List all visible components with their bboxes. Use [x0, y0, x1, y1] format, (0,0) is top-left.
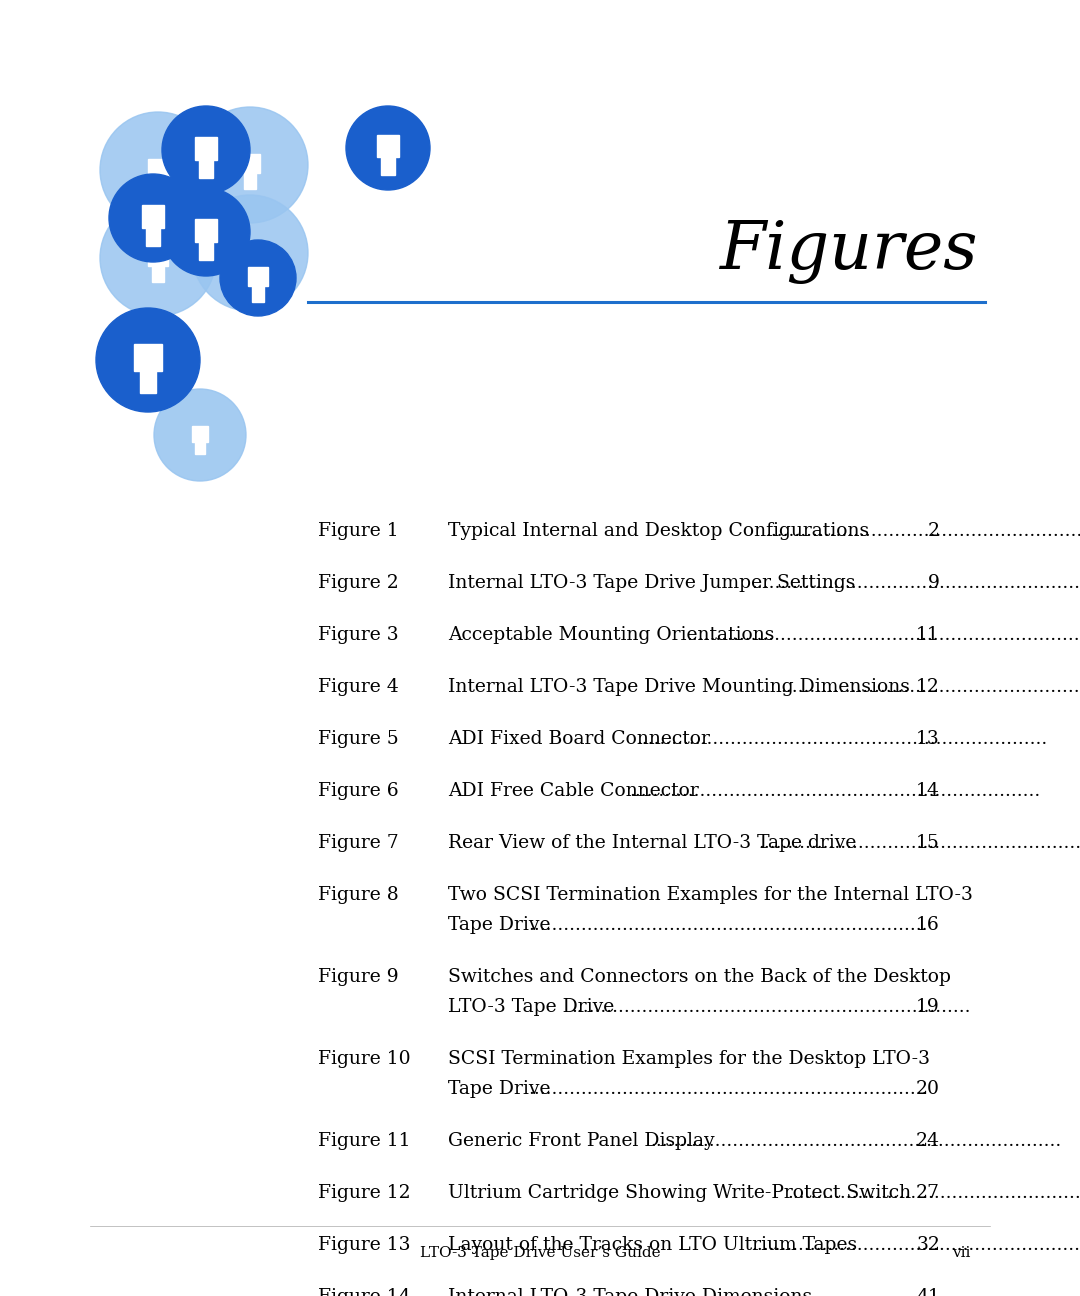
Text: Two SCSI Termination Examples for the Internal LTO-3: Two SCSI Termination Examples for the In…: [448, 886, 973, 905]
Text: Acceptable Mounting Orientations: Acceptable Mounting Orientations: [448, 626, 774, 644]
Text: Figure 7: Figure 7: [318, 835, 399, 851]
Text: 16: 16: [916, 916, 940, 934]
Bar: [252, 286, 265, 302]
Bar: [240, 241, 260, 262]
Circle shape: [192, 108, 308, 223]
Bar: [152, 266, 164, 283]
Text: ......................................................................: ........................................…: [715, 1288, 1080, 1296]
Circle shape: [162, 106, 249, 194]
Text: Generic Front Panel Display: Generic Front Panel Display: [448, 1131, 715, 1150]
Bar: [194, 137, 217, 159]
Text: Rear View of the Internal LTO-3 Tape drive: Rear View of the Internal LTO-3 Tape dri…: [448, 835, 856, 851]
Text: Tape Drive: Tape Drive: [448, 1080, 551, 1098]
Text: 41: 41: [916, 1288, 940, 1296]
Text: ......................................................................: ........................................…: [636, 730, 1048, 748]
Bar: [135, 345, 162, 372]
Bar: [192, 426, 207, 442]
Text: ....................................................................: ........................................…: [528, 916, 928, 934]
Circle shape: [220, 240, 296, 316]
Circle shape: [162, 188, 249, 276]
Text: ......................................................................: ........................................…: [758, 835, 1080, 851]
Text: 9: 9: [928, 574, 940, 592]
Text: Tape Drive: Tape Drive: [448, 916, 551, 934]
Text: ....................................................................: ........................................…: [528, 1080, 928, 1098]
Text: Figure 3: Figure 3: [318, 626, 399, 644]
Text: 19: 19: [916, 998, 940, 1016]
Text: ADI Free Cable Connector: ADI Free Cable Connector: [448, 781, 699, 800]
Text: Ultrium Cartridge Showing Write-Protect Switch: Ultrium Cartridge Showing Write-Protect …: [448, 1185, 912, 1201]
Text: Figure 8: Figure 8: [318, 886, 399, 905]
Bar: [141, 205, 164, 228]
Bar: [248, 267, 268, 286]
Circle shape: [100, 111, 216, 228]
Circle shape: [346, 106, 430, 191]
Text: Figure 6: Figure 6: [318, 781, 399, 800]
Circle shape: [109, 174, 197, 262]
Text: Figure 5: Figure 5: [318, 730, 399, 748]
Text: Internal LTO-3 Tape Drive Jumper Settings: Internal LTO-3 Tape Drive Jumper Setting…: [448, 574, 855, 592]
Text: ......................................................................: ........................................…: [650, 1131, 1062, 1150]
Text: LTO-3 Tape Drive: LTO-3 Tape Drive: [448, 998, 615, 1016]
Circle shape: [192, 194, 308, 311]
Text: Figure 12: Figure 12: [318, 1185, 410, 1201]
Text: 2: 2: [928, 522, 940, 540]
Circle shape: [96, 308, 200, 412]
Bar: [199, 241, 213, 260]
Text: 20: 20: [916, 1080, 940, 1098]
Text: 24: 24: [916, 1131, 940, 1150]
Text: ......................................................................: ........................................…: [766, 522, 1080, 540]
Text: Internal LTO-3 Tape Drive Dimensions: Internal LTO-3 Tape Drive Dimensions: [448, 1288, 812, 1296]
Text: Typical Internal and Desktop Configurations: Typical Internal and Desktop Configurati…: [448, 522, 869, 540]
Text: ADI Fixed Board Connector: ADI Fixed Board Connector: [448, 730, 710, 748]
Text: Figure 1: Figure 1: [318, 522, 399, 540]
Text: 12: 12: [916, 678, 940, 696]
Bar: [381, 157, 394, 175]
Text: Figure 9: Figure 9: [318, 968, 399, 986]
Text: vii: vii: [951, 1245, 970, 1260]
Circle shape: [100, 200, 216, 316]
Bar: [146, 228, 160, 246]
Bar: [240, 154, 260, 174]
Text: ....................................................................: ........................................…: [571, 998, 971, 1016]
Text: ......................................................................: ........................................…: [752, 1236, 1080, 1255]
Text: ......................................................................: ........................................…: [629, 781, 1040, 800]
Text: ......................................................................: ........................................…: [780, 678, 1080, 696]
Text: Switches and Connectors on the Back of the Desktop: Switches and Connectors on the Back of t…: [448, 968, 951, 986]
Text: 32: 32: [916, 1236, 940, 1255]
Text: ......................................................................: ........................................…: [752, 574, 1080, 592]
Text: 27: 27: [916, 1185, 940, 1201]
Text: Figure 14: Figure 14: [318, 1288, 410, 1296]
Bar: [244, 262, 256, 277]
Bar: [152, 179, 164, 194]
Bar: [148, 246, 167, 266]
Text: 13: 13: [916, 730, 940, 748]
Text: 15: 15: [916, 835, 940, 851]
Text: Figure 11: Figure 11: [318, 1131, 410, 1150]
Text: Figure 10: Figure 10: [318, 1050, 410, 1068]
Text: 11: 11: [916, 626, 940, 644]
Text: ......................................................................: ........................................…: [687, 626, 1080, 644]
Bar: [244, 174, 256, 189]
Bar: [194, 219, 217, 241]
Circle shape: [154, 389, 246, 481]
Text: SCSI Termination Examples for the Desktop LTO-3: SCSI Termination Examples for the Deskto…: [448, 1050, 930, 1068]
Text: Figure 13: Figure 13: [318, 1236, 410, 1255]
Text: 14: 14: [916, 781, 940, 800]
Text: ......................................................................: ........................................…: [787, 1185, 1080, 1201]
Text: Layout of the Tracks on LTO Ultrium Tapes: Layout of the Tracks on LTO Ultrium Tape…: [448, 1236, 858, 1255]
Bar: [148, 158, 167, 179]
Text: LTO-3 Tape Drive User’s Guide: LTO-3 Tape Drive User’s Guide: [420, 1245, 660, 1260]
Text: Internal LTO-3 Tape Drive Mounting Dimensions: Internal LTO-3 Tape Drive Mounting Dimen…: [448, 678, 909, 696]
Bar: [139, 372, 157, 393]
Text: Figure 2: Figure 2: [318, 574, 399, 592]
Bar: [195, 442, 205, 454]
Bar: [377, 135, 399, 157]
Text: Figures: Figures: [719, 219, 978, 284]
Bar: [199, 159, 213, 178]
Text: Figure 4: Figure 4: [318, 678, 399, 696]
